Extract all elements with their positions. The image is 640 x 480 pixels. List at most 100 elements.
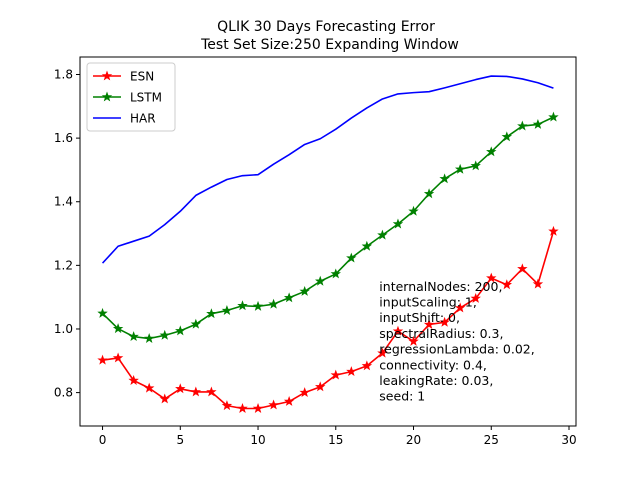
y-tick-label: 1.2 bbox=[54, 258, 73, 272]
legend-label: HAR bbox=[130, 112, 156, 126]
data-point-esn bbox=[361, 360, 373, 371]
series-har bbox=[101, 75, 554, 264]
data-point-esn bbox=[128, 375, 139, 385]
y-tick-label: 1.6 bbox=[54, 131, 73, 145]
annotation-line: leakingRate: 0.03, bbox=[379, 373, 493, 388]
data-point-esn bbox=[392, 325, 404, 336]
x-tick-label: 10 bbox=[250, 433, 265, 447]
data-point-esn bbox=[548, 225, 559, 236]
data-point-lstm bbox=[423, 188, 435, 199]
data-point-lstm bbox=[315, 275, 326, 286]
series-layer bbox=[97, 75, 559, 413]
data-point-lstm bbox=[439, 173, 450, 184]
series-line-lstm bbox=[101, 116, 554, 340]
data-point-esn bbox=[268, 399, 279, 410]
x-tick-label: 0 bbox=[99, 433, 107, 447]
data-point-lstm bbox=[190, 318, 202, 329]
series-lstm bbox=[97, 111, 559, 343]
data-point-esn bbox=[315, 381, 326, 392]
y-tick-label: 1.8 bbox=[54, 67, 73, 81]
data-point-lstm bbox=[175, 325, 186, 336]
data-point-esn bbox=[221, 400, 233, 411]
series-esn bbox=[97, 225, 559, 413]
x-tick-label: 15 bbox=[328, 433, 343, 447]
data-point-esn bbox=[175, 383, 186, 394]
data-point-lstm bbox=[159, 329, 170, 340]
data-point-esn bbox=[283, 396, 295, 406]
legend-marker-swatch bbox=[101, 70, 113, 81]
data-point-lstm bbox=[97, 307, 108, 318]
data-point-lstm bbox=[268, 298, 279, 309]
chart-title: QLIK 30 Days Forecasting Error Test Set … bbox=[200, 19, 459, 53]
data-point-esn bbox=[532, 278, 544, 289]
data-point-lstm bbox=[206, 308, 217, 319]
legend-label: ESN bbox=[130, 70, 154, 84]
annotation-line: inputScaling: 1, bbox=[379, 295, 477, 310]
data-point-esn bbox=[346, 366, 357, 377]
chart-title-line-1: QLIK 30 Days Forecasting Error bbox=[217, 19, 435, 35]
y-tick-label: 1.4 bbox=[54, 195, 73, 209]
annotation-line: internalNodes: 200, bbox=[379, 279, 502, 294]
annotation-line: seed: 1 bbox=[379, 389, 425, 404]
data-point-esn bbox=[206, 386, 217, 397]
data-point-lstm bbox=[517, 120, 528, 131]
data-point-lstm bbox=[252, 300, 264, 311]
data-point-lstm bbox=[330, 268, 341, 279]
annotation-line: regressionLambda: 0.02, bbox=[379, 342, 534, 357]
data-point-lstm bbox=[408, 205, 419, 216]
x-tick-label: 20 bbox=[406, 433, 421, 447]
series-line-esn bbox=[102, 231, 555, 410]
axes-layer: 0 5 10 15 20 25 30 0.8 1.0 1.2 1.4 1.6 1.8 bbox=[54, 67, 577, 447]
legend-label: LSTM bbox=[130, 91, 162, 105]
data-point-esn bbox=[486, 272, 497, 283]
legend: ESN LSTM HAR bbox=[86, 62, 176, 132]
legend-item-esn: ESN bbox=[93, 70, 154, 84]
data-point-esn bbox=[517, 263, 528, 274]
model-parameters-annotation: internalNodes: 200,inputScaling: 1,input… bbox=[379, 279, 534, 404]
data-point-lstm bbox=[548, 111, 559, 122]
data-point-lstm bbox=[128, 331, 139, 342]
data-point-esn bbox=[237, 403, 248, 413]
data-point-esn bbox=[330, 369, 341, 380]
data-point-esn bbox=[501, 279, 513, 290]
data-point-lstm bbox=[283, 292, 295, 303]
data-point-esn bbox=[377, 347, 388, 358]
legend-item-lstm: LSTM bbox=[93, 91, 162, 105]
data-point-lstm bbox=[361, 240, 373, 251]
data-point-lstm bbox=[454, 163, 466, 174]
data-point-lstm bbox=[221, 305, 233, 315]
data-point-lstm bbox=[299, 285, 310, 296]
chart-title-line-2: Test Set Size:250 Expanding Window bbox=[200, 37, 459, 53]
data-point-esn bbox=[190, 386, 202, 397]
data-point-esn bbox=[143, 382, 155, 393]
y-tick-label: 1.0 bbox=[54, 322, 73, 336]
x-tick-label: 30 bbox=[561, 433, 576, 447]
data-point-esn bbox=[439, 316, 450, 327]
data-point-esn bbox=[454, 302, 466, 313]
data-point-lstm bbox=[377, 229, 388, 240]
data-point-lstm bbox=[470, 160, 481, 171]
x-tick-label: 25 bbox=[484, 433, 499, 447]
data-point-lstm bbox=[486, 146, 497, 157]
data-point-esn bbox=[299, 387, 310, 398]
y-tick-label: 0.8 bbox=[54, 386, 73, 400]
legend-box bbox=[86, 62, 176, 132]
data-point-esn bbox=[252, 403, 264, 413]
series-line-har bbox=[101, 75, 554, 264]
data-point-lstm bbox=[346, 252, 357, 263]
data-point-esn bbox=[97, 354, 108, 365]
annotation-line: spectralRadius: 0.3, bbox=[379, 326, 503, 341]
data-point-lstm bbox=[112, 323, 124, 334]
data-point-lstm bbox=[532, 118, 544, 129]
plot-area-frame bbox=[79, 56, 577, 427]
data-point-lstm bbox=[392, 218, 404, 229]
data-point-esn bbox=[408, 335, 419, 346]
legend-marker-swatch bbox=[101, 91, 113, 102]
data-point-esn bbox=[423, 319, 435, 329]
annotation-line: inputShift: 0, bbox=[379, 310, 460, 325]
data-point-esn bbox=[470, 292, 481, 303]
annotation-line: connectivity: 0.4, bbox=[379, 357, 487, 372]
data-point-lstm bbox=[501, 131, 513, 142]
x-tick-label: 5 bbox=[176, 433, 184, 447]
